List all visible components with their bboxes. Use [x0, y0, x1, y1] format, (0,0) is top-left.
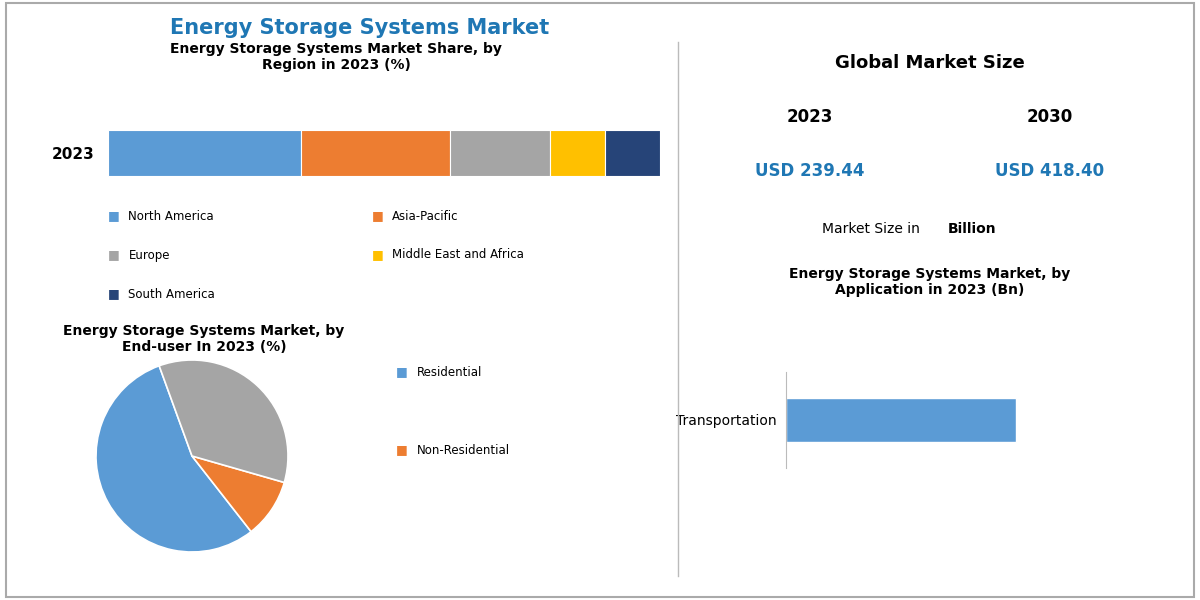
Wedge shape [96, 366, 251, 552]
Text: 2030: 2030 [1027, 108, 1073, 126]
Wedge shape [192, 456, 284, 532]
Text: Residential: Residential [416, 365, 481, 379]
Text: ■: ■ [396, 443, 408, 457]
Text: ■: ■ [108, 248, 120, 262]
Text: North America: North America [128, 209, 214, 223]
Text: Global Market Size: Global Market Size [835, 54, 1025, 72]
Text: ■: ■ [396, 365, 408, 379]
Bar [550, 130, 605, 176]
Text: 2023: 2023 [787, 108, 833, 126]
Text: Energy Storage Systems Market, by
Application in 2023 (Bn): Energy Storage Systems Market, by Applic… [790, 267, 1070, 297]
Text: ■: ■ [372, 209, 384, 223]
Text: Non-Residential: Non-Residential [416, 443, 510, 457]
Text: Middle East and Africa: Middle East and Africa [392, 248, 524, 262]
Text: Billion: Billion [948, 222, 997, 236]
Text: ■: ■ [108, 209, 120, 223]
Text: USD 239.44: USD 239.44 [755, 162, 865, 180]
Text: Energy Storage Systems Market, by
End-user In 2023 (%): Energy Storage Systems Market, by End-us… [64, 324, 344, 354]
Text: ■: ■ [372, 248, 384, 262]
Text: ■: ■ [108, 287, 120, 301]
Text: Energy Storage Systems Market Share, by
Region in 2023 (%): Energy Storage Systems Market Share, by … [170, 42, 502, 72]
Bar [301, 130, 450, 176]
Text: Market Size in: Market Size in [822, 222, 924, 236]
Text: Europe: Europe [128, 248, 170, 262]
Bar [450, 130, 550, 176]
Bar [108, 130, 301, 176]
Text: Asia-Pacific: Asia-Pacific [392, 209, 458, 223]
Text: USD 418.40: USD 418.40 [996, 162, 1104, 180]
Text: South America: South America [128, 287, 215, 301]
Text: Energy Storage Systems Market: Energy Storage Systems Market [170, 18, 550, 38]
Bar [786, 398, 1016, 442]
Wedge shape [160, 360, 288, 482]
Bar [605, 130, 660, 176]
